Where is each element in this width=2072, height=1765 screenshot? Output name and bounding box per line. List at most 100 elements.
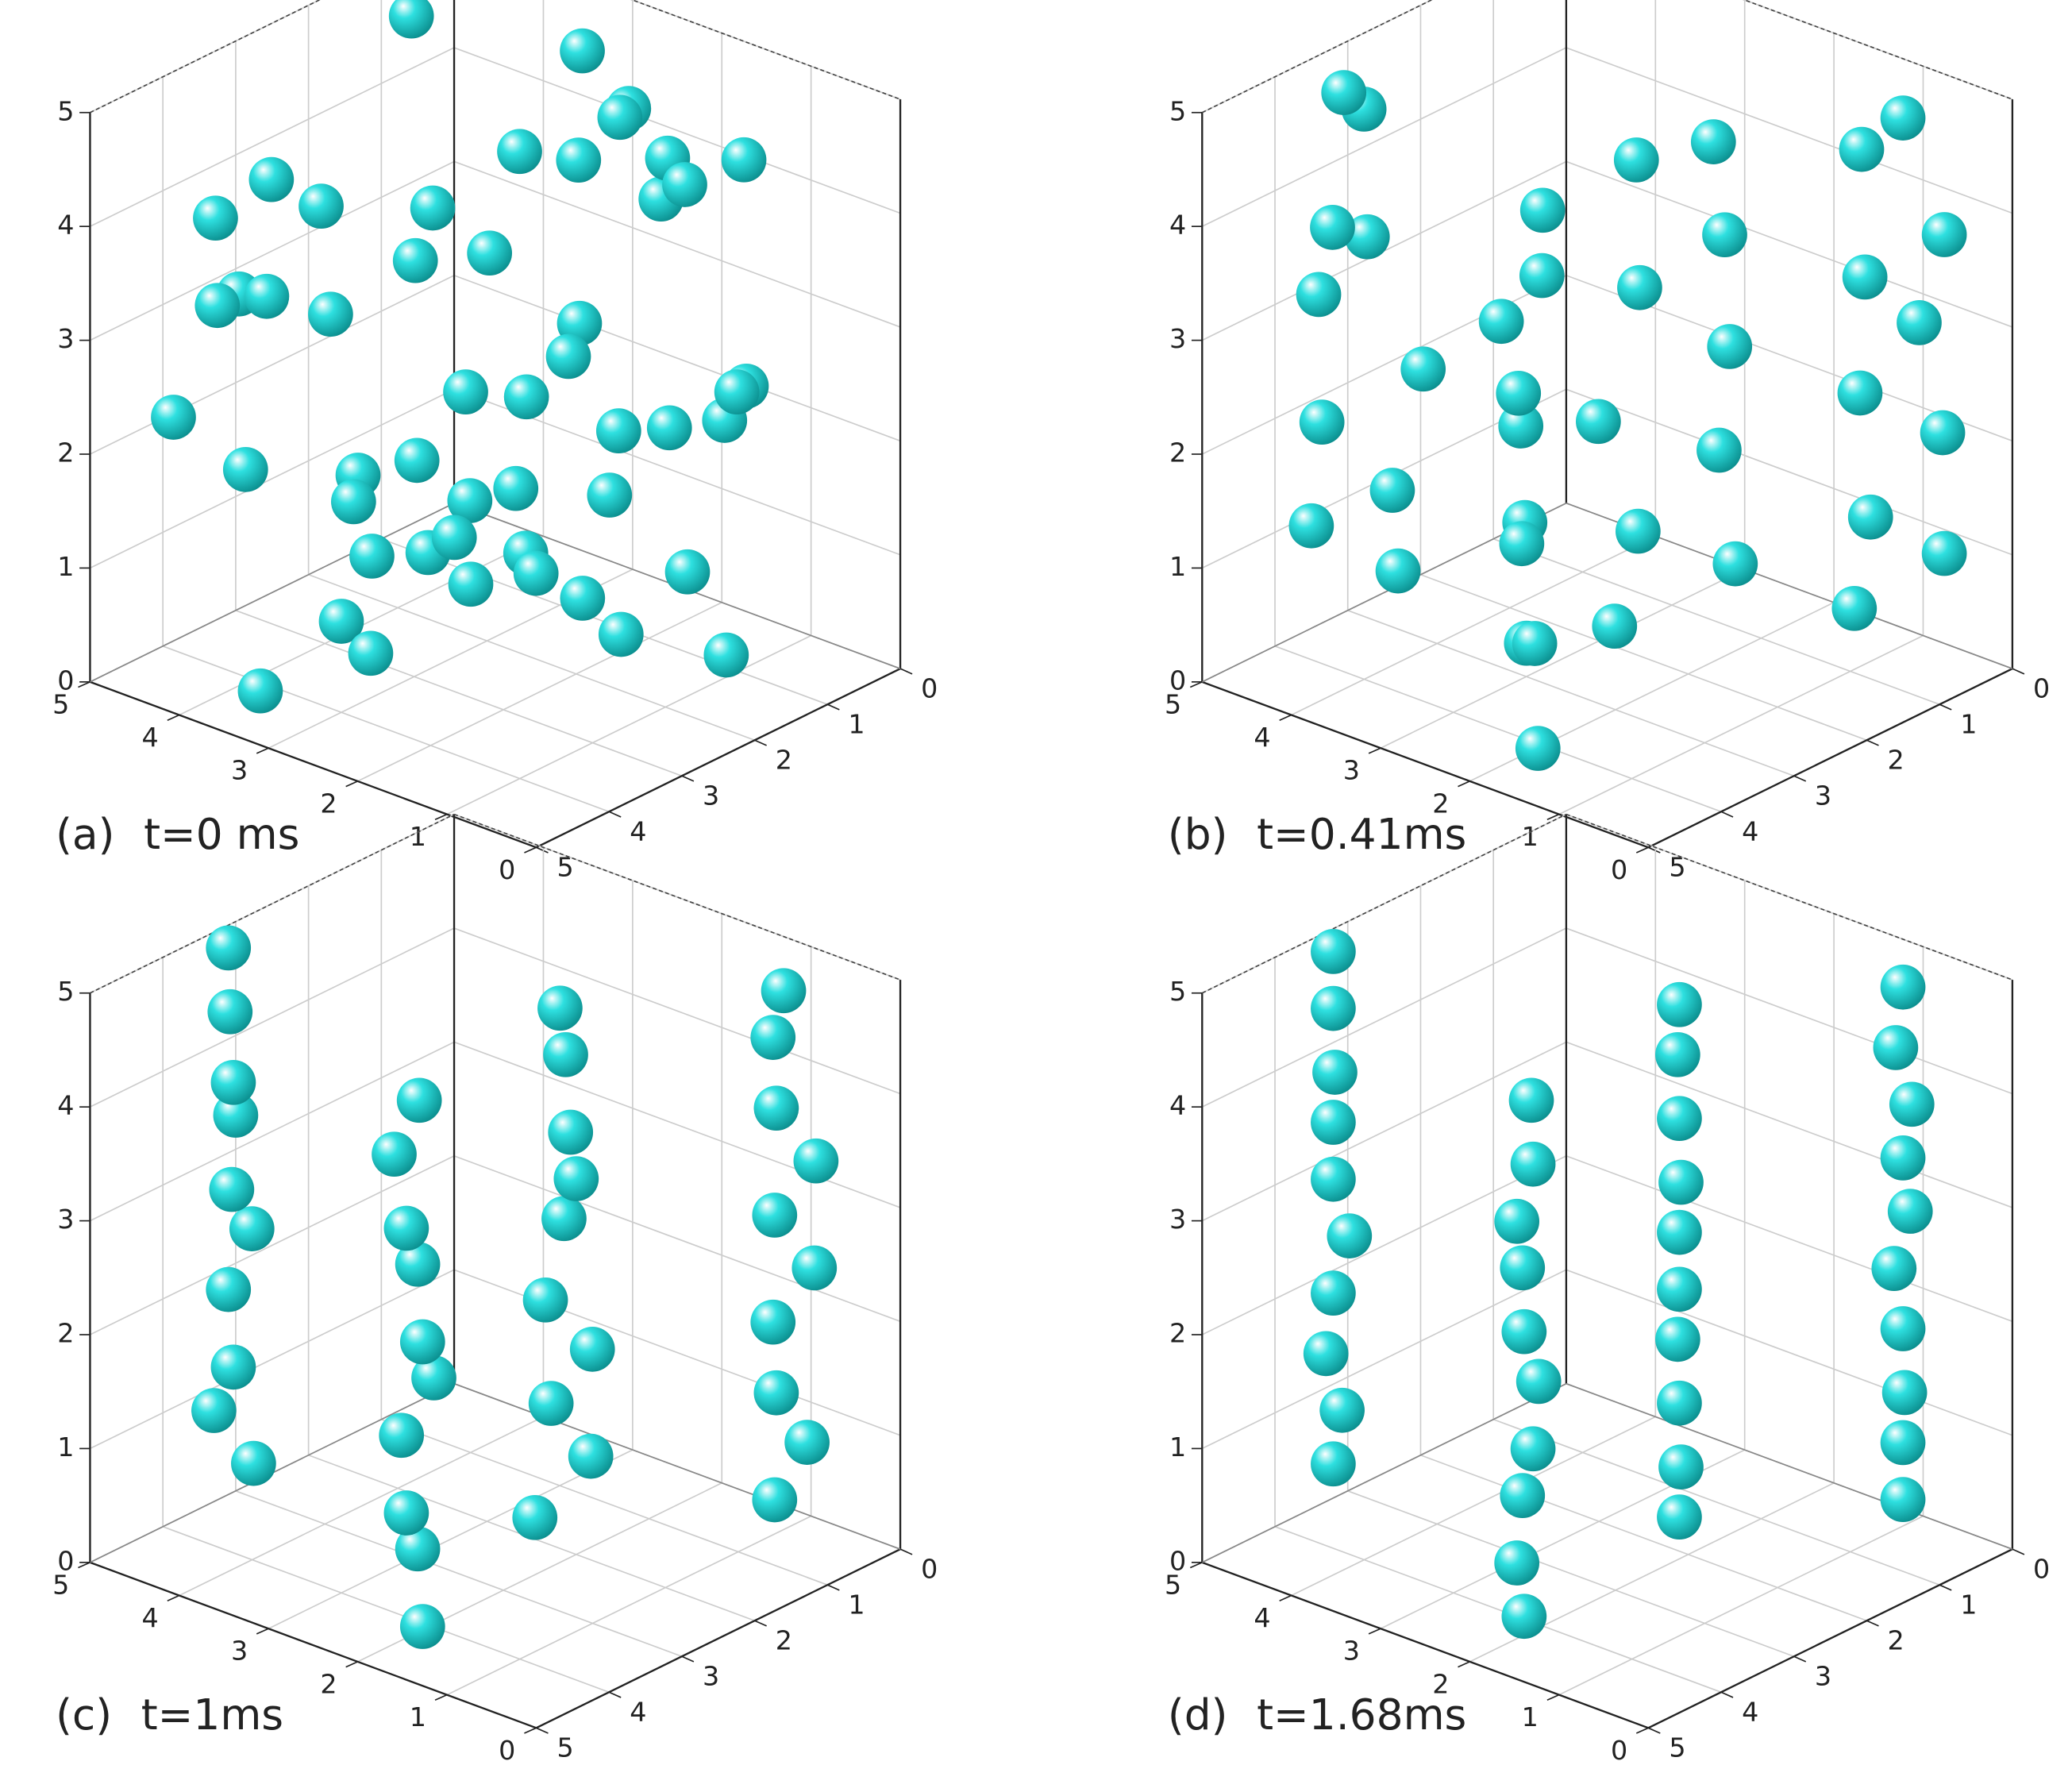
sphere: [244, 273, 290, 319]
axis-line: [1201, 813, 1567, 994]
z-tick-label: 5: [1169, 976, 1186, 1007]
tick-mark: [345, 780, 358, 788]
sphere: [207, 988, 253, 1035]
y-tick-label: 0: [1611, 1735, 1627, 1765]
sphere: [784, 1420, 830, 1465]
sphere: [513, 550, 559, 596]
sphere: [793, 1138, 839, 1184]
axis-line: [1201, 680, 1649, 849]
x-tick-label: 4: [630, 1696, 646, 1727]
y-tick-label: 3: [1343, 1636, 1360, 1667]
tick-mark: [1368, 1628, 1381, 1635]
sphere: [1327, 1213, 1373, 1258]
sphere: [1880, 1477, 1926, 1522]
sphere: [396, 1077, 442, 1123]
sphere: [1880, 964, 1926, 1010]
axis-line: [535, 1548, 901, 1729]
tick-mark: [1793, 775, 1807, 782]
axis-line: [1647, 668, 2013, 849]
sphere: [1311, 929, 1356, 974]
sphere: [1499, 521, 1545, 567]
sphere: [1707, 324, 1753, 369]
sphere: [750, 1299, 796, 1345]
sphere: [1887, 1189, 1933, 1234]
y-tick-label: 3: [231, 755, 248, 786]
sphere: [1519, 252, 1565, 299]
z-tick-label: 2: [1169, 437, 1186, 468]
tick-mark: [681, 1655, 695, 1663]
sphere: [1288, 503, 1334, 549]
sphere: [1616, 508, 1661, 554]
sphere: [1617, 264, 1662, 310]
z-tick-label: 4: [1169, 1090, 1186, 1121]
sphere: [1880, 1135, 1926, 1181]
y-tick-label: 5: [52, 688, 69, 719]
grid-line: [90, 388, 455, 569]
grid-line: [90, 927, 455, 1108]
x-tick-label: 1: [1960, 708, 1977, 739]
sphere: [1655, 1316, 1700, 1362]
sphere: [399, 1319, 445, 1365]
tick-mark: [1793, 1655, 1807, 1663]
grid-line: [1274, 1526, 1722, 1694]
tick-mark: [1939, 703, 1952, 711]
sphere: [151, 395, 196, 440]
panel-title: (d) t=1.68ms: [1168, 1690, 1466, 1740]
tick-mark: [345, 1661, 358, 1668]
sphere: [1658, 1444, 1704, 1489]
sphere: [497, 129, 542, 175]
grid-line: [1566, 1269, 2013, 1436]
z-tick-label: 4: [57, 1090, 74, 1121]
grid-line: [1274, 645, 1722, 813]
sphere: [1657, 1096, 1702, 1142]
x-tick-label: 0: [2033, 1553, 2050, 1584]
grid-line: [453, 275, 901, 442]
tick-mark: [1635, 1727, 1649, 1734]
x-tick-label: 1: [1960, 1589, 1977, 1620]
sphere: [395, 1241, 441, 1287]
tick-mark: [2012, 668, 2025, 675]
tick-mark: [524, 1727, 537, 1734]
sphere: [1512, 621, 1558, 666]
y-tick-label: 4: [1254, 1602, 1270, 1633]
panel-time: t=1ms: [141, 1690, 283, 1740]
sphere: [206, 925, 252, 971]
axis-line: [90, 502, 455, 683]
grid-line: [1420, 573, 1867, 742]
axis-line: [1743, 0, 2013, 100]
x-tick-label: 3: [703, 780, 719, 811]
grid-line: [90, 47, 455, 227]
grid-line: [1566, 160, 2013, 328]
sphere: [308, 291, 353, 337]
sphere: [1658, 1159, 1704, 1205]
grid-line: [357, 602, 722, 782]
sphere: [1508, 1077, 1554, 1123]
sphere: [1321, 70, 1367, 115]
tick-mark: [1647, 1727, 1661, 1734]
sphere: [569, 1327, 615, 1372]
x-tick-label: 3: [1815, 780, 1831, 811]
tick-mark: [1546, 1694, 1560, 1701]
tick-mark: [536, 846, 549, 854]
tick-mark: [1458, 780, 1470, 788]
grid-line: [179, 1416, 544, 1597]
tick-mark: [78, 1562, 91, 1569]
axis-line: [1201, 1382, 1567, 1563]
sphere: [348, 630, 394, 676]
tick-mark: [1647, 846, 1661, 854]
tick-mark: [899, 1548, 913, 1555]
panel-title: (a) t=0 ms: [56, 809, 299, 859]
sphere: [560, 576, 606, 621]
sphere: [543, 1031, 588, 1077]
grid-line: [1558, 634, 1924, 815]
z-tick-label: 0: [57, 665, 74, 696]
sphere: [447, 478, 493, 523]
y-tick-label: 5: [52, 1569, 69, 1600]
grid-line: [1347, 610, 1795, 777]
panel-label: (c): [56, 1690, 112, 1740]
sphere: [1657, 1380, 1702, 1426]
grid-line: [1201, 0, 1433, 114]
grid-line: [453, 47, 901, 214]
